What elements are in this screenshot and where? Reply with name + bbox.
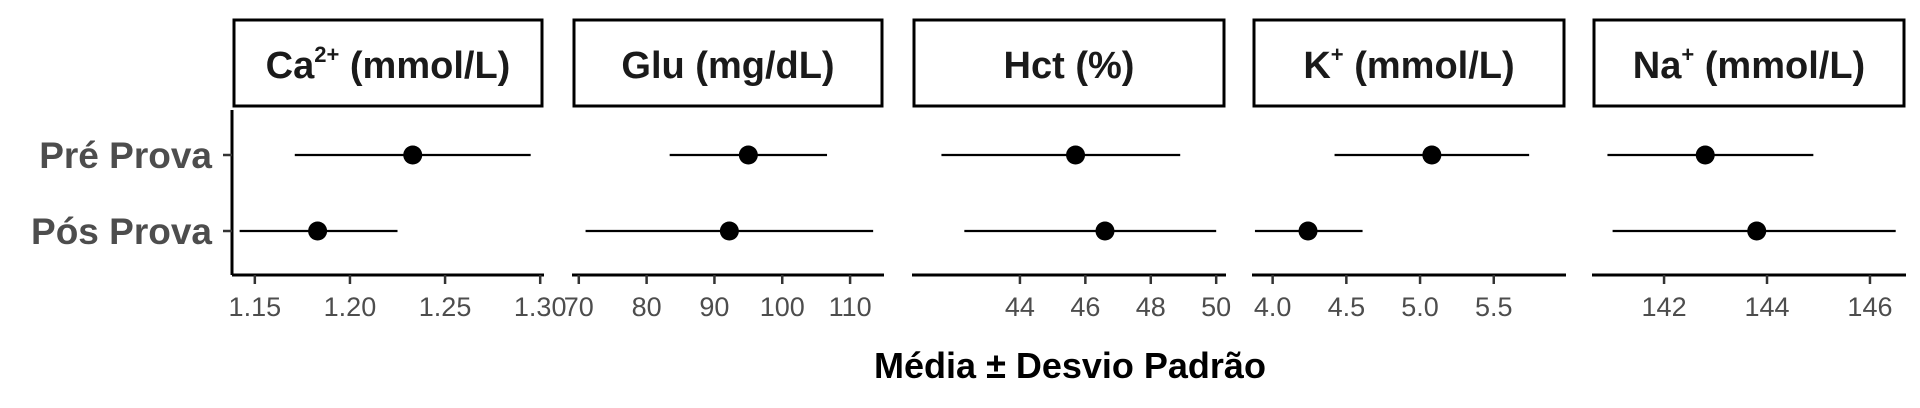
- category-label: Pós Prova: [31, 211, 212, 252]
- facet-strip: [1252, 18, 1566, 108]
- mean-point: [308, 221, 328, 241]
- facet-strip: [1592, 18, 1906, 108]
- x-tick-label: 4.0: [1254, 292, 1292, 322]
- x-tick-label: 146: [1847, 292, 1892, 322]
- category-label: Pré Prova: [39, 135, 212, 176]
- x-tick-label: 142: [1642, 292, 1687, 322]
- facet-title: Glu (mg/dL): [621, 45, 834, 87]
- x-tick-label: 110: [829, 292, 872, 322]
- x-tick-label: 70: [564, 292, 594, 322]
- facet-title: Na+ (mmol/L): [1633, 42, 1865, 87]
- facet-strip: [912, 18, 1226, 108]
- mean-point: [738, 145, 758, 165]
- mean-point: [1422, 145, 1442, 165]
- x-tick-label: 46: [1070, 292, 1100, 322]
- mean-point: [1066, 145, 1086, 165]
- category-labels: Pré Prova Pós Prova: [31, 110, 234, 275]
- x-tick-label: 5.0: [1401, 292, 1439, 322]
- facet-strips: Ca2+ (mmol/L) Glu (mg/dL) Hct (%) K+ (mmol/…: [232, 18, 1906, 108]
- x-tick-label: 1.30: [514, 292, 567, 322]
- facet-strip: [572, 18, 884, 108]
- facet-title: Hct (%): [1004, 45, 1135, 87]
- facet-panel: 70 80 90 100 110: [564, 145, 884, 322]
- facet-panel: 142 144 146: [1592, 145, 1906, 322]
- facet-title: K+ (mmol/L): [1303, 42, 1514, 87]
- x-tick-label: 1.25: [419, 292, 472, 322]
- mean-point: [1095, 221, 1115, 241]
- facet-title: Ca2+ (mmol/L): [266, 42, 511, 87]
- mean-point: [1298, 221, 1318, 241]
- facet-panel: 1.15 1.20 1.25 1.30: [229, 145, 567, 322]
- facet-panel: 44 46 48 50: [912, 145, 1231, 322]
- x-tick-label: 80: [632, 292, 662, 322]
- x-tick-label: 50: [1201, 292, 1231, 322]
- x-tick-label: 144: [1744, 292, 1789, 322]
- x-tick-label: 44: [1005, 292, 1035, 322]
- mean-point: [1695, 145, 1715, 165]
- facet-strip: [232, 18, 544, 108]
- mean-point: [403, 145, 423, 165]
- x-tick-label: 100: [760, 292, 805, 322]
- x-tick-label: 90: [699, 292, 729, 322]
- x-tick-label: 4.5: [1328, 292, 1366, 322]
- mean-point: [719, 221, 739, 241]
- x-axis-title: Média ± Desvio Padrão: [874, 345, 1266, 386]
- x-tick-label: 1.15: [229, 292, 282, 322]
- x-tick-label: 5.5: [1475, 292, 1513, 322]
- x-tick-label: 1.20: [324, 292, 377, 322]
- mean-point: [1747, 221, 1767, 241]
- facet-panel: 4.0 4.5 5.0 5.5: [1252, 145, 1566, 322]
- x-tick-label: 48: [1136, 292, 1166, 322]
